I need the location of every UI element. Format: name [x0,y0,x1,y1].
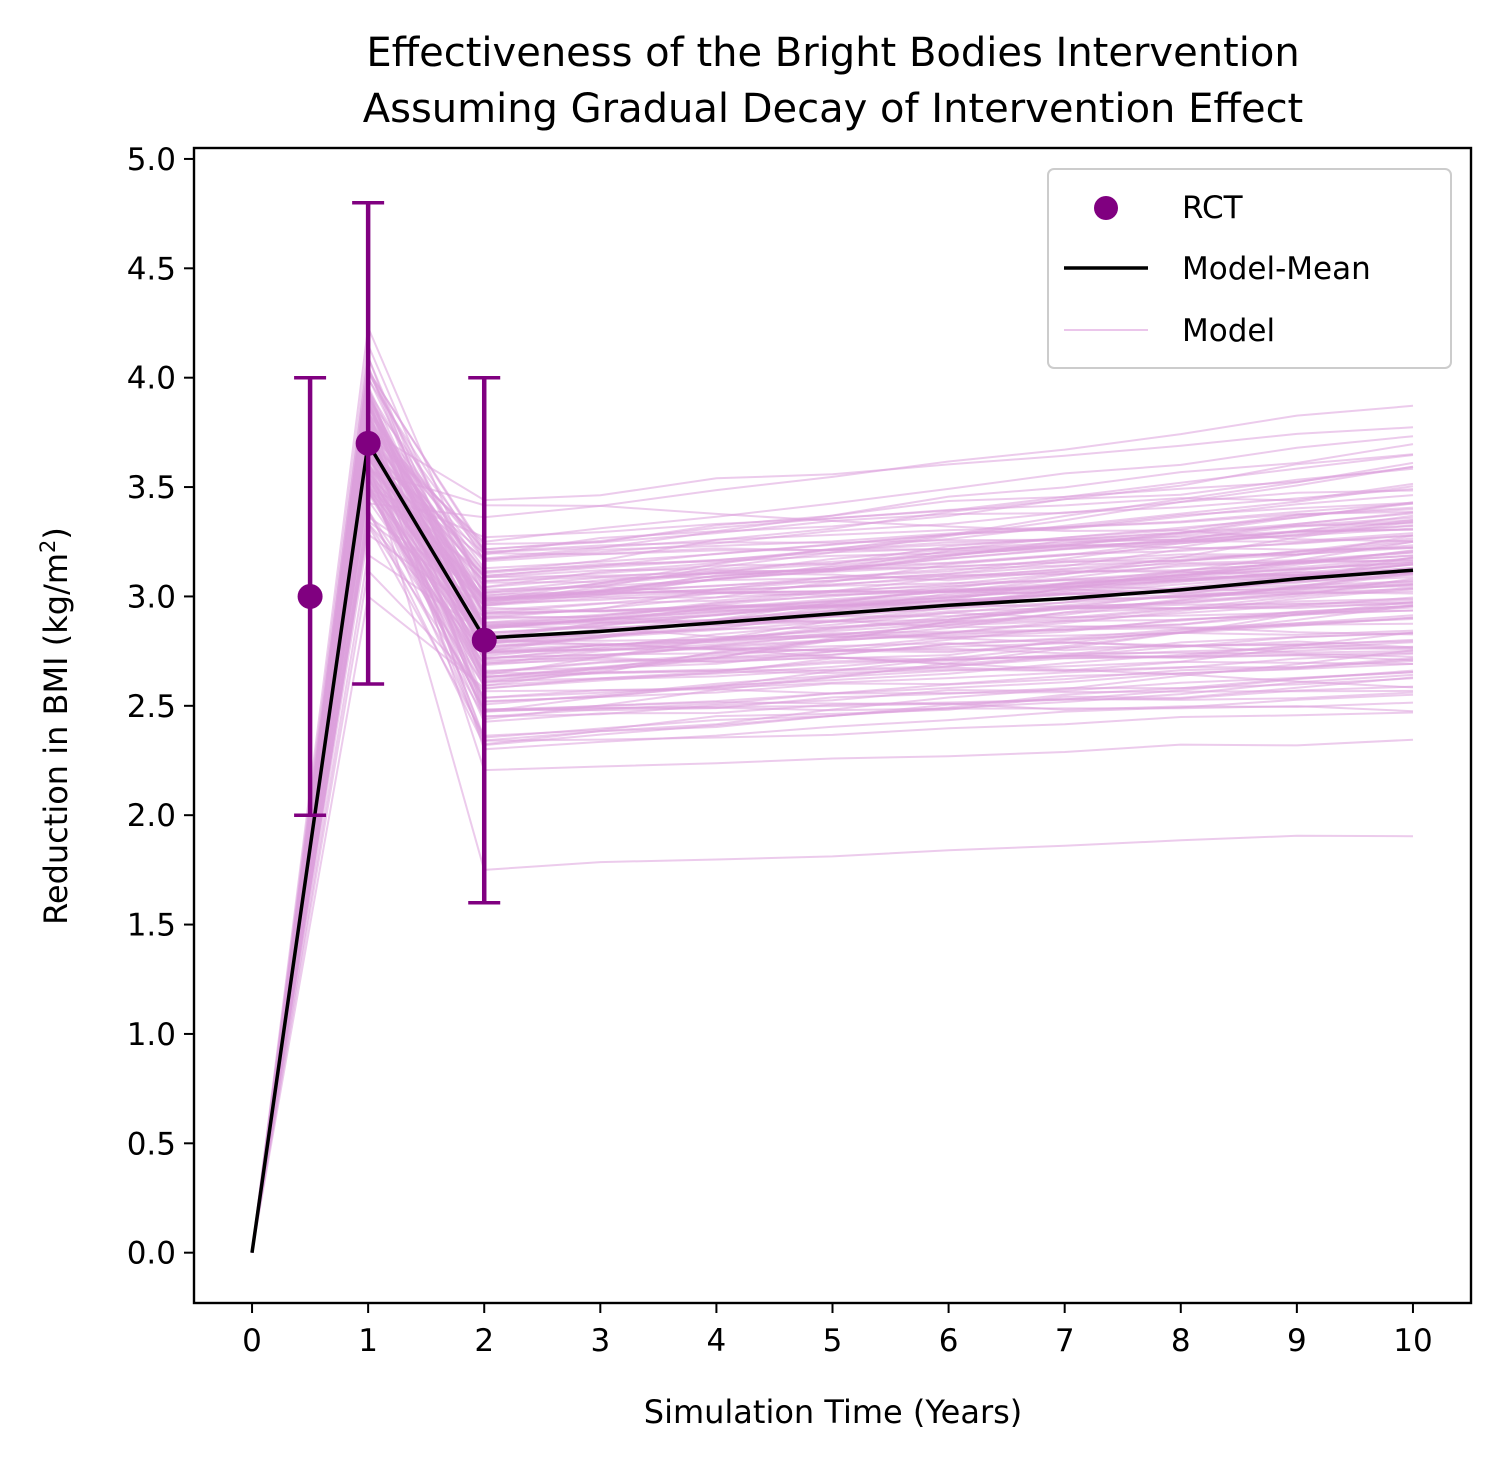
y-tick-label: 1.5 [127,908,176,944]
y-tick-label: 3.5 [127,470,176,506]
model-run-line [251,466,1414,1253]
legend-box [1047,168,1452,369]
y-tick-label: 1.0 [127,1017,176,1053]
model-run-line [251,515,1414,1253]
x-tick-label: 4 [707,1323,727,1359]
rct-point [297,583,323,609]
y-tick-label: 0.0 [127,1236,176,1272]
x-tick-label: 0 [242,1323,262,1359]
x-tick-label: 8 [1171,1323,1191,1359]
model-mean-series [250,441,1414,1253]
model-run-line [251,422,1414,1253]
x-tick-label: 9 [1287,1323,1307,1359]
y-tick-label: 5.0 [127,142,176,178]
y-tick-label: 2.0 [127,798,176,834]
model-run-line [251,426,1414,1253]
x-tick-label: 2 [474,1323,494,1359]
model-run-line [251,453,1414,1253]
y-tick-label: 4.0 [127,361,176,397]
model-runs [251,323,1414,1253]
rct-series [294,200,501,905]
legend-rct-label: RCT [1182,190,1244,226]
model-run-line [251,443,1414,1253]
model-run-line [251,420,1414,1253]
model-run-line [251,363,1414,1253]
model-run-line [251,458,1414,1253]
y-axis: 0.0 0.5 1.0 1.5 2.0 2.5 3.0 3.5 4.0 4.5 5.0 [127,142,194,1272]
model-run-line [251,445,1414,1253]
model-run-line [251,465,1414,1253]
model-run-line [251,420,1414,1253]
model-run-line [251,408,1414,1253]
model-run-line [251,429,1414,1253]
chart-title-line-2: Assuming Gradual Decay of Intervention E… [363,86,1304,132]
x-axis-label: Simulation Time (Years) [644,1393,1023,1431]
x-tick-label: 10 [1393,1323,1432,1359]
model-run-line [251,473,1414,1253]
model-run-line [251,396,1414,1253]
x-tick-label: 5 [823,1323,843,1359]
legend-mean-label: Model-Mean [1182,251,1371,287]
x-tick-label: 1 [358,1323,378,1359]
x-tick-label: 7 [1055,1323,1075,1359]
rct-point [471,627,497,653]
x-tick-label: 6 [939,1323,959,1359]
legend: RCT Model-Mean Model [1047,168,1452,369]
y-tick-label: 0.5 [127,1126,176,1162]
legend-model-label: Model [1182,313,1275,349]
y-axis-label-close: ) [37,527,75,539]
model-run-line [251,553,1414,1253]
rct-point [355,430,381,456]
model-run-line [251,421,1414,1253]
model-run-line [251,502,1414,1253]
x-tick-label: 3 [590,1323,610,1359]
model-run-line [251,521,1414,1253]
chart-title-line-1: Effectiveness of the Bright Bodies Inter… [366,30,1299,76]
y-axis-label-main: Reduction in BMI (kg/m [37,553,75,925]
y-tick-label: 3.0 [127,579,176,615]
model-run-line [251,341,1414,1253]
model-mean-line [250,441,1414,1253]
y-axis-label-sup: 2 [36,540,60,553]
model-run-line [251,387,1414,1253]
model-run-line [251,472,1414,1253]
y-tick-label: 2.5 [127,689,176,725]
y-axis-label: Reduction in BMI (kg/m2) [36,527,75,925]
legend-rct-marker [1094,196,1118,220]
x-axis: 0 1 2 3 4 5 6 7 8 9 10 [242,1303,1433,1359]
model-run-line [251,464,1414,1253]
model-run-line [251,413,1414,1253]
y-tick-label: 4.5 [127,251,176,287]
